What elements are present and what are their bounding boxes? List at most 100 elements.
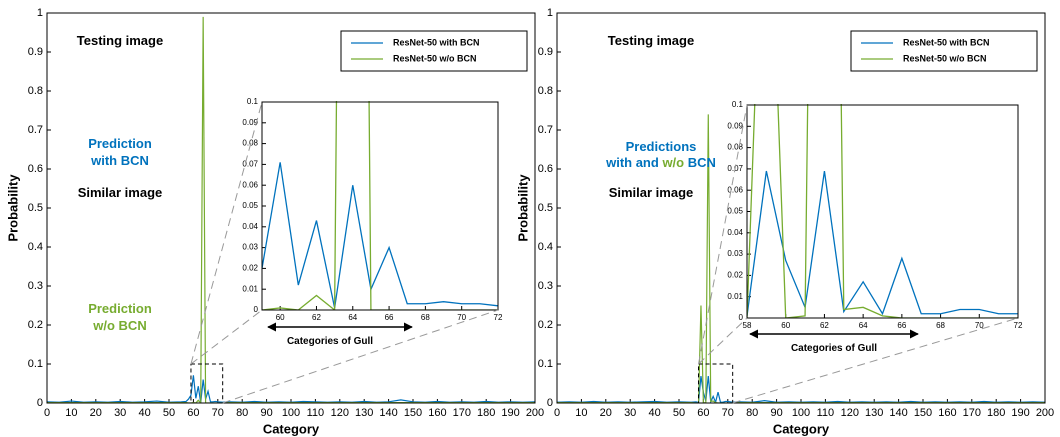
x-tick-label: 190 — [501, 407, 519, 419]
y-tick-label: 0.01 — [242, 284, 258, 293]
x-tick-label: 58 — [743, 321, 752, 330]
y-tick-label: 0.9 — [538, 46, 553, 58]
y-tick-label: 0.1 — [732, 100, 744, 109]
y-tick-label: 0.6 — [538, 163, 553, 175]
legend-label: ResNet-50 with BCN — [393, 37, 480, 47]
x-tick-label: 60 — [697, 407, 709, 419]
y-axis-label: Probability — [5, 174, 20, 242]
x-tick-label: 160 — [428, 407, 446, 419]
x-tick-label: 62 — [312, 313, 321, 322]
annotation-run: Prediction — [88, 136, 152, 151]
x-tick-label: 66 — [897, 321, 906, 330]
x-tick-label: 60 — [276, 313, 285, 322]
x-tick-label: 20 — [600, 407, 612, 419]
x-tick-label: 0 — [554, 407, 560, 419]
y-tick-label: 0.5 — [538, 202, 553, 214]
legend-label: ResNet-50 w/o BCN — [393, 53, 477, 63]
legend: ResNet-50 with BCN ResNet-50 w/o BCN — [851, 31, 1037, 71]
annotation-run: 60:Ring Billed Gull — [84, 119, 155, 128]
x-tick-label: 110 — [307, 407, 325, 419]
annotation: Prediction — [88, 136, 152, 151]
y-tick-label: 0.04 — [727, 228, 743, 237]
y-tick-label: 0.3 — [28, 280, 43, 292]
annotation-run: Predictions — [626, 139, 697, 154]
annotation-run: w/o — [661, 155, 687, 170]
x-tick-label: 180 — [477, 407, 495, 419]
y-tick-label: 0.9 — [28, 46, 43, 58]
annotation: 60:Ring Billed Gull — [84, 119, 155, 128]
y-tick-label: 0.2 — [28, 319, 43, 331]
y-tick-label: 0 — [739, 313, 744, 322]
x-tick-label: 62 — [820, 321, 829, 330]
y-tick-label: 0.8 — [28, 85, 43, 97]
y-tick-label: 0.1 — [28, 358, 43, 370]
x-tick-label: 170 — [963, 407, 981, 419]
page: {"chart_data": [ {"type": "line", "xlabe… — [0, 0, 1060, 437]
y-tick-label: 0.03 — [242, 243, 258, 252]
legend-label: ResNet-50 with BCN — [903, 37, 990, 47]
legend-label: ResNet-50 w/o BCN — [903, 53, 987, 63]
y-tick-label: 0.02 — [242, 264, 258, 273]
y-tick-label: 0.04 — [242, 222, 258, 231]
annotation: with BCN — [90, 153, 149, 168]
annotation: Similar image — [78, 185, 163, 200]
annotation-run: Similar image — [609, 185, 694, 200]
y-tick-label: 0.7 — [28, 124, 43, 136]
annotation: with and w/o BCN — [605, 155, 716, 170]
annotation-run: 64:Glaucous Winged Gull — [72, 269, 169, 278]
annotation: Predictions — [626, 139, 697, 154]
x-tick-label: 72 — [1014, 321, 1023, 330]
x-tick-label: 40 — [138, 407, 150, 419]
x-axis-label: Category — [773, 421, 830, 436]
x-tick-label: 10 — [65, 407, 77, 419]
x-tick-label: 60 — [187, 407, 199, 419]
x-tick-label: 200 — [1036, 407, 1054, 419]
annotation-run: BCN — [688, 155, 716, 170]
y-tick-label: 0.08 — [727, 143, 743, 152]
x-tick-label: 30 — [624, 407, 636, 419]
y-tick-label: 0.05 — [242, 201, 258, 210]
x-tick-label: 66 — [385, 313, 394, 322]
y-tick-label: 0.4 — [538, 241, 553, 253]
y-tick-label: 0.01 — [727, 292, 743, 301]
annotation-run: 59: California Gull — [616, 271, 684, 280]
plot-area — [747, 105, 1018, 318]
x-tick-label: 80 — [236, 407, 248, 419]
x-tick-label: 50 — [673, 407, 685, 419]
annotation-run: Categories of Gull — [791, 343, 877, 354]
x-tick-label: 90 — [260, 407, 272, 419]
y-tick-label: 0.7 — [538, 124, 553, 136]
y-tick-label: 0 — [547, 397, 553, 409]
x-tick-label: 70 — [722, 407, 734, 419]
x-tick-label: 120 — [331, 407, 349, 419]
x-tick-label: 64 — [859, 321, 868, 330]
x-tick-label: 130 — [865, 407, 883, 419]
x-axis-label: Category — [263, 421, 320, 436]
y-axis-label: Probability — [515, 174, 530, 242]
x-tick-label: 130 — [355, 407, 373, 419]
x-tick-label: 20 — [90, 407, 102, 419]
annotation-run: Similar image — [78, 185, 163, 200]
y-tick-label: 0.4 — [28, 241, 43, 253]
y-tick-label: 0.06 — [727, 185, 743, 194]
annotation-run: Prediction — [88, 301, 152, 316]
annotation: 59: California Gull — [616, 271, 684, 280]
x-tick-label: 160 — [938, 407, 956, 419]
x-tick-label: 90 — [770, 407, 782, 419]
x-tick-label: 68 — [936, 321, 945, 330]
y-tick-label: 1 — [37, 7, 43, 19]
annotation: Categories of Gull — [287, 336, 373, 347]
x-tick-label: 72 — [494, 313, 503, 322]
annotation: 62: Herring Gull — [621, 119, 681, 128]
x-tick-label: 200 — [526, 407, 544, 419]
y-tick-label: 0 — [37, 397, 43, 409]
legend: ResNet-50 with BCN ResNet-50 w/o BCN — [341, 31, 527, 71]
x-tick-label: 190 — [1011, 407, 1029, 419]
x-tick-label: 150 — [914, 407, 932, 419]
x-tick-label: 70 — [212, 407, 224, 419]
annotation-run: with and — [605, 155, 662, 170]
annotation: Testing image — [608, 33, 694, 48]
annotation: Similar image — [609, 185, 694, 200]
y-tick-label: 0.03 — [727, 249, 743, 258]
y-tick-label: 0.09 — [727, 121, 743, 130]
